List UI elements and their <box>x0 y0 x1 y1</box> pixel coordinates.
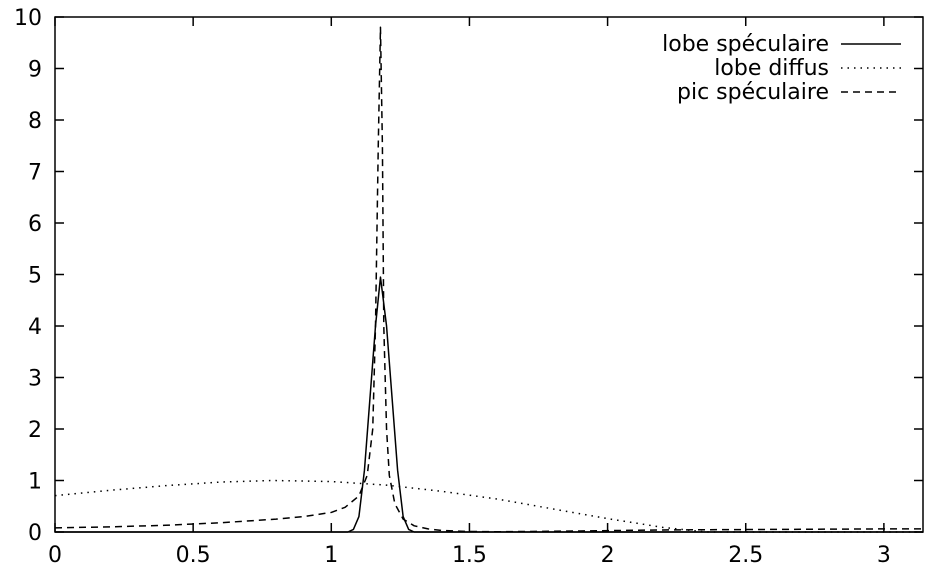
x-tick-label: 0 <box>48 543 62 568</box>
y-tick-label: 10 <box>14 6 42 31</box>
y-tick-label: 7 <box>28 161 42 186</box>
y-tick-label: 3 <box>28 367 42 392</box>
x-tick-label: 1 <box>324 543 338 568</box>
y-tick-label: 9 <box>28 58 42 83</box>
series-line-0 <box>55 276 923 533</box>
series-line-2 <box>54 26 923 533</box>
y-tick-label: 4 <box>28 315 42 340</box>
series-lines <box>54 26 923 533</box>
legend-label: lobe spéculaire <box>662 32 829 57</box>
y-tick-label: 6 <box>28 212 42 237</box>
y-tick-label: 5 <box>28 264 42 289</box>
legend-label: lobe diffus <box>714 56 829 81</box>
axis-tick-labels: 0 0.5 1 1.5 2 2.5 3 0 1 2 3 4 5 6 7 8 9 10 <box>14 6 891 568</box>
y-tick-label: 1 <box>28 470 42 495</box>
y-tick-label: 8 <box>28 109 42 134</box>
x-tick-label: 2 <box>601 543 615 568</box>
legend-label: pic spéculaire <box>677 80 829 105</box>
x-tick-label: 1.5 <box>452 543 487 568</box>
y-tick-label: 0 <box>28 521 42 546</box>
y-tick-label: 2 <box>28 418 42 443</box>
series-line-1 <box>54 479 923 533</box>
axis-ticks <box>54 16 923 533</box>
x-tick-label: 0.5 <box>176 543 211 568</box>
x-tick-label: 3 <box>877 543 891 568</box>
x-tick-label: 2.5 <box>728 543 763 568</box>
